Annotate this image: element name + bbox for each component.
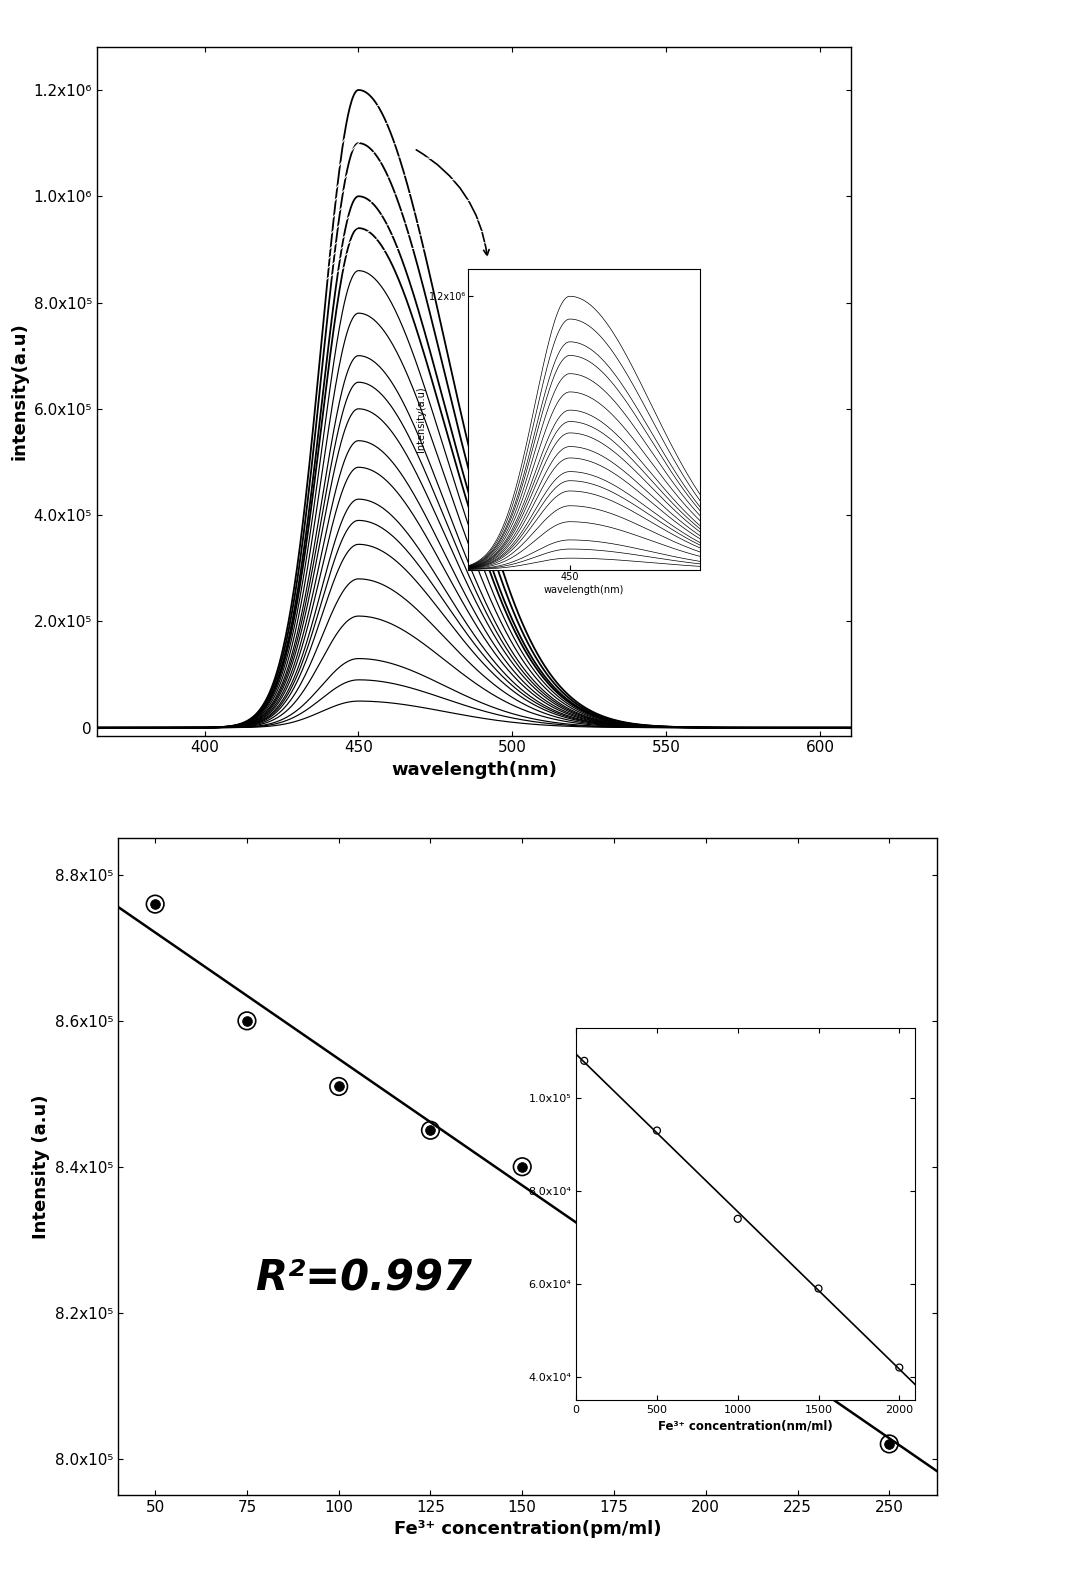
- Y-axis label: Intensity(a.u): Intensity(a.u): [416, 386, 425, 452]
- Text: 75pm/mlFe³⁺: 75pm/mlFe³⁺: [863, 676, 934, 687]
- Text: 250pm/mlFe³⁺: 250pm/mlFe³⁺: [863, 604, 941, 614]
- Point: [330, 1074, 347, 1099]
- Point: [605, 1205, 623, 1231]
- X-axis label: wavelength(nm): wavelength(nm): [391, 761, 557, 778]
- Text: 3.0um/mlFe³⁺: 3.0um/mlFe³⁺: [863, 242, 937, 252]
- Point: [146, 892, 164, 918]
- Point: [238, 1008, 255, 1033]
- Point: [605, 1205, 623, 1231]
- Text: 6.0um/mlFe³⁺: 6.0um/mlFe³⁺: [863, 60, 937, 71]
- Text: R²=0.997: R²=0.997: [255, 1258, 473, 1299]
- Text: 1.75um/mlFe³⁺: 1.75um/mlFe³⁺: [863, 386, 943, 397]
- Point: [514, 1155, 531, 1180]
- Text: 100pm/mlFe³⁺: 100pm/mlFe³⁺: [863, 641, 941, 650]
- Point: [575, 1049, 592, 1074]
- Point: [146, 892, 164, 918]
- X-axis label: Fe³⁺ concentration(nm/ml): Fe³⁺ concentration(nm/ml): [658, 1419, 834, 1432]
- Text: 500pm/mlFe³⁺: 500pm/mlFe³⁺: [863, 568, 941, 577]
- Point: [697, 1300, 714, 1326]
- Text: 1.25um/mlFe³⁺: 1.25um/mlFe³⁺: [863, 459, 943, 468]
- X-axis label: Fe³⁺ concentration(pm/ml): Fe³⁺ concentration(pm/ml): [394, 1520, 661, 1538]
- Point: [422, 1117, 439, 1142]
- Text: 1.0um/mlFe³⁺: 1.0um/mlFe³⁺: [863, 495, 937, 505]
- Y-axis label: intensity(a.u): intensity(a.u): [10, 323, 28, 460]
- Point: [788, 1373, 806, 1398]
- Point: [810, 1275, 827, 1300]
- Point: [881, 1432, 898, 1457]
- Text: 2.5um/mlFe³⁺: 2.5um/mlFe³⁺: [863, 278, 937, 288]
- Point: [238, 1008, 255, 1033]
- Point: [330, 1074, 347, 1099]
- Text: 50pm/mlFe³⁺: 50pm/mlFe³⁺: [863, 712, 934, 723]
- Point: [729, 1205, 746, 1231]
- Y-axis label: Intensity (a.u): Intensity (a.u): [31, 1095, 50, 1239]
- X-axis label: wavelength(nm): wavelength(nm): [544, 585, 625, 595]
- Point: [514, 1155, 531, 1180]
- Text: 2.0um/mlFe³⁺: 2.0um/mlFe³⁺: [863, 350, 937, 361]
- Point: [891, 1354, 908, 1380]
- Point: [648, 1118, 666, 1144]
- Text: 4.5um/mlFe³⁺: 4.5um/mlFe³⁺: [863, 133, 937, 142]
- Text: 750pm/mlFe³⁺: 750pm/mlFe³⁺: [863, 532, 941, 541]
- Point: [788, 1373, 806, 1398]
- Text: 1.5um/mlFe³⁺: 1.5um/mlFe³⁺: [863, 422, 937, 433]
- Text: 4.0um/mlFe³⁺: 4.0um/mlFe³⁺: [863, 169, 937, 179]
- Text: 2.25um/mlFe³⁺: 2.25um/mlFe³⁺: [863, 315, 943, 324]
- Text: 3.5um/mlFe³⁺: 3.5um/mlFe³⁺: [863, 206, 937, 215]
- Point: [422, 1117, 439, 1142]
- Point: [697, 1300, 714, 1326]
- Text: 5.5um/mlFe³⁺: 5.5um/mlFe³⁺: [863, 97, 937, 108]
- Point: [881, 1432, 898, 1457]
